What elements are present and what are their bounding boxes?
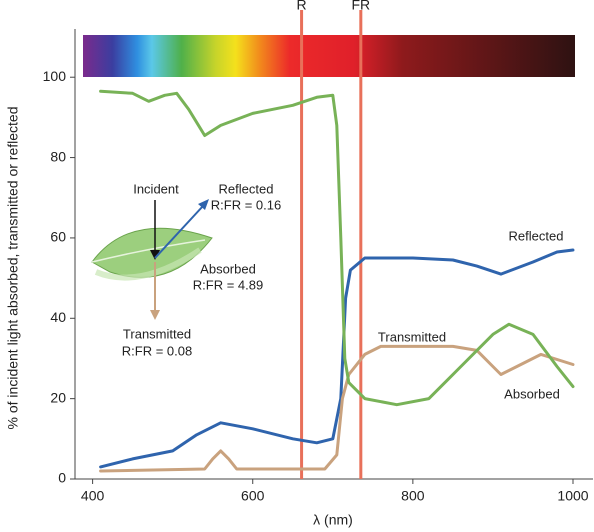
marker-label: FR bbox=[351, 0, 370, 13]
series-line bbox=[99, 89, 575, 407]
x-tick-label: 800 bbox=[401, 488, 425, 504]
series-label: Transmitted bbox=[378, 329, 446, 344]
series-line bbox=[99, 248, 575, 469]
leaf-shadow bbox=[94, 247, 202, 281]
arrow-head bbox=[150, 310, 160, 320]
arrow-head bbox=[150, 250, 160, 260]
spectrum-bar bbox=[83, 35, 575, 77]
annotation: Transmitted bbox=[123, 326, 191, 341]
annotation: R:FR = 0.08 bbox=[122, 343, 192, 358]
x-axis-label: λ (nm) bbox=[313, 512, 353, 528]
x-tick-label: 400 bbox=[81, 488, 105, 504]
y-tick-label: 60 bbox=[50, 229, 66, 245]
marker-label: R bbox=[297, 0, 307, 13]
y-tick-label: 100 bbox=[43, 68, 67, 84]
y-tick-label: 80 bbox=[50, 148, 66, 164]
leaf-diagram bbox=[91, 199, 213, 320]
y-axis-label: % of incident light absorbed, transmitte… bbox=[5, 107, 21, 430]
annotation: Incident bbox=[133, 181, 179, 196]
y-tick-label: 0 bbox=[58, 470, 66, 486]
x-tick-label: 1000 bbox=[557, 488, 588, 504]
reflected-arrow bbox=[154, 205, 204, 259]
series-label: Reflected bbox=[509, 228, 564, 243]
annotation: R:FR = 0.16 bbox=[211, 197, 281, 212]
series-label: Absorbed bbox=[504, 386, 560, 401]
y-tick-label: 40 bbox=[50, 309, 66, 325]
leaf-vein bbox=[91, 239, 206, 263]
annotation: Absorbed bbox=[200, 261, 256, 276]
x-tick-label: 600 bbox=[241, 488, 265, 504]
annotation: Reflected bbox=[219, 181, 274, 196]
annotation: R:FR = 4.89 bbox=[193, 277, 263, 292]
arrow-head bbox=[198, 199, 209, 210]
y-tick-label: 20 bbox=[50, 389, 66, 405]
